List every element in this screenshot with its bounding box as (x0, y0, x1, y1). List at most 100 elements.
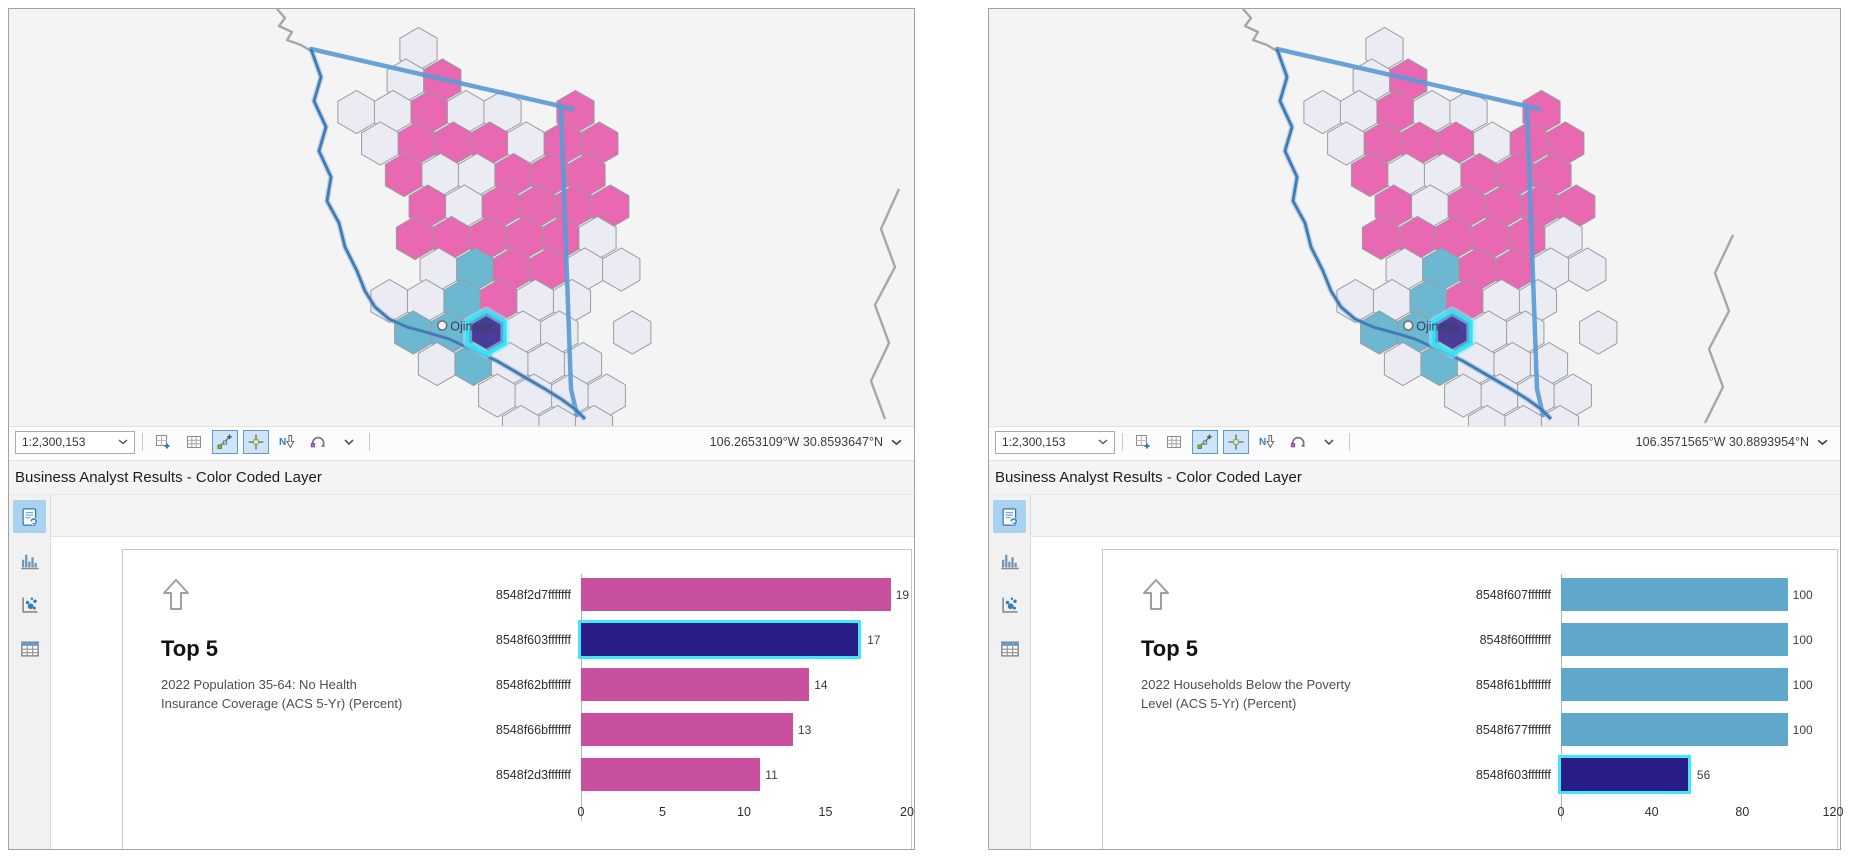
bar-value-label: 100 (1792, 587, 1813, 602)
x-tick-label: 10 (737, 805, 751, 819)
scale-value: 1:2,300,153 (1002, 435, 1066, 449)
grid-tool[interactable] (1161, 430, 1187, 454)
bar-value-label: 13 (797, 722, 812, 737)
category-label: 8548f2d3fffffff (495, 767, 571, 782)
rotate-tool[interactable] (305, 430, 331, 454)
secondary-toolbar-strip (51, 495, 914, 537)
table-icon (20, 641, 39, 656)
place-label: Ojinaga (450, 320, 493, 334)
selected-hex-outline (465, 309, 507, 356)
up-arrow-icon[interactable] (161, 578, 191, 612)
sidebar-item-histogram[interactable] (993, 544, 1026, 577)
chart-row: 8548f62bfffffff 14 (423, 668, 907, 701)
sidebar-item-table[interactable] (993, 632, 1026, 665)
hex-cell-neutral[interactable] (1303, 89, 1342, 135)
north-arrow-tool[interactable]: N (1254, 430, 1280, 454)
divider (142, 433, 143, 451)
snap-line-tool[interactable] (212, 430, 238, 454)
bar-track: 17 (577, 620, 907, 659)
hex-cell-neutral[interactable] (1568, 247, 1607, 292)
hexbin-map[interactable]: Ojinaga (9, 9, 914, 426)
more-tools-chevron[interactable] (336, 430, 362, 454)
histogram-icon (20, 554, 39, 569)
bar-value-label: 100 (1792, 677, 1813, 692)
more-tools-chevron[interactable] (1316, 430, 1342, 454)
terrain-boundary-line (1242, 9, 1278, 53)
sidebar-item-infographic[interactable] (13, 500, 46, 533)
bar[interactable]: 100 (1561, 623, 1813, 656)
extent-boundary-line (308, 46, 576, 112)
hex-cell-neutral[interactable] (1579, 310, 1618, 355)
up-arrow-icon[interactable] (1141, 578, 1171, 612)
card-heading: Top 5 (1141, 636, 1199, 661)
hexbin-map[interactable]: Ojinaga (989, 9, 1840, 426)
bar-chart: 8548f2d7fffffff 19 8548f603fffffff 17 8548f6… (423, 574, 914, 849)
bar[interactable]: 100 (1561, 668, 1813, 701)
bar[interactable]: 100 (1561, 578, 1813, 611)
coordinates-display[interactable]: 106.3571565°W 30.8893954°N (1636, 435, 1832, 449)
scatter-plot-icon (21, 597, 37, 613)
bar[interactable]: 14 (581, 668, 828, 701)
coordinates-value: 106.2653109°W 30.8593647°N (709, 435, 883, 449)
category-label: 8548f603fffffff (495, 632, 571, 647)
bar-selected[interactable]: 17 (577, 620, 880, 659)
sidebar-item-infographic[interactable] (993, 500, 1026, 533)
category-label: 8548f677fffffff (1475, 722, 1551, 737)
bar[interactable]: 100 (1561, 713, 1813, 746)
add-overlay-tool[interactable] (1130, 430, 1156, 454)
chart-x-axis: 0 5 10 15 20 (578, 803, 914, 825)
scale-combobox[interactable]: 1:2,300,153 (15, 430, 135, 454)
map-view[interactable]: Ojinaga (989, 9, 1840, 426)
card-description: 2022 Households Below the Poverty Level … (1141, 677, 1351, 711)
sidebar-item-scatter-plot[interactable] (13, 588, 46, 621)
bar-value-label: 100 (1792, 632, 1813, 647)
svg-text:N: N (1259, 437, 1266, 448)
x-tick-label: 0 (1557, 805, 1565, 819)
sidebar-item-table[interactable] (13, 632, 46, 665)
terrain-boundary-line (869, 188, 901, 420)
hex-cell-neutral[interactable] (613, 310, 652, 355)
category-label: 8548f60ffffffff (1479, 632, 1551, 647)
category-label: 8548f607fffffff (1475, 587, 1551, 602)
north-arrow-tool[interactable]: N (274, 430, 300, 454)
bar-value-label: 11 (765, 767, 778, 782)
chart-row: 8548f603fffffff 56 (1403, 755, 1833, 794)
bar-value-label: 19 (895, 587, 910, 602)
pane-title-text: Business Analyst Results - Color Coded L… (15, 469, 322, 486)
bar-track: 100 (1561, 623, 1833, 656)
snap-point-tool[interactable] (243, 430, 269, 454)
hex-cell-neutral[interactable] (337, 89, 376, 135)
snap-line-tool[interactable] (1192, 430, 1218, 454)
results-content: Top 5 2022 Population 35-64: No Health I… (9, 495, 914, 849)
divider (1349, 433, 1350, 451)
rotate-tool[interactable] (1285, 430, 1311, 454)
infographic-card: Top 5 2022 Households Below the Poverty … (1102, 549, 1844, 849)
bar[interactable]: 11 (581, 758, 778, 791)
grid-tool[interactable] (181, 430, 207, 454)
category-label: 8548f2d7fffffff (495, 587, 571, 602)
infographic-icon (22, 507, 37, 526)
bar[interactable]: 19 (581, 578, 909, 611)
scale-combobox[interactable]: 1:2,300,153 (995, 430, 1115, 454)
chevron-down-icon (1098, 439, 1108, 445)
chart-row: 8548f60ffffffff 100 (1403, 623, 1833, 656)
chart-row: 8548f66bfffffff 13 (423, 713, 907, 746)
results-pane-title: Business Analyst Results - Color Coded L… (9, 460, 914, 495)
sidebar-item-histogram[interactable] (13, 544, 46, 577)
add-overlay-tool[interactable] (150, 430, 176, 454)
snap-point-tool[interactable] (1223, 430, 1249, 454)
divider (369, 433, 370, 451)
coordinates-display[interactable]: 106.2653109°W 30.8593647°N (710, 435, 906, 449)
map-view[interactable]: Ojinaga (9, 9, 914, 426)
chart-x-axis: 0 40 80 120 (1557, 803, 1844, 825)
map-panel-right: Ojinaga 1:2,300,153 N 106.3571565°W 30.8… (988, 8, 1844, 850)
river-line (1275, 48, 1552, 420)
bar-selected[interactable]: 56 (1558, 755, 1710, 794)
hex-cell-neutral[interactable] (602, 247, 641, 292)
bar[interactable]: 13 (581, 713, 811, 746)
category-label: 8548f66bfffffff (495, 722, 571, 737)
x-tick-label: 40 (1644, 805, 1659, 819)
secondary-toolbar-strip (1031, 495, 1840, 537)
x-tick-label: 5 (659, 805, 666, 819)
sidebar-item-scatter-plot[interactable] (993, 588, 1026, 621)
